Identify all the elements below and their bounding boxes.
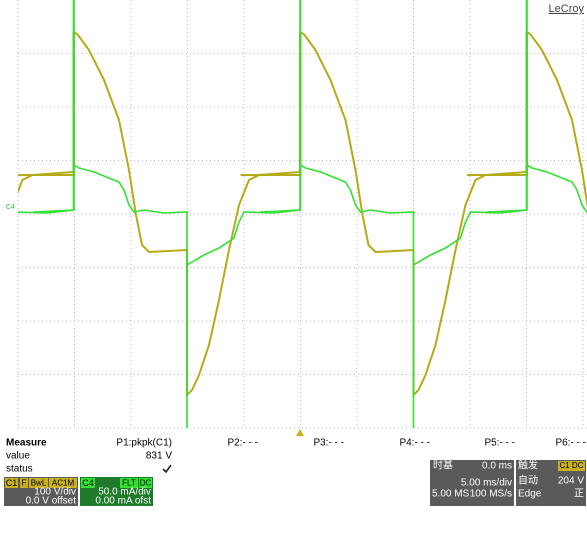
- channel-tag: F: [22, 479, 27, 488]
- status-check: [163, 465, 171, 472]
- timebase-delay: 0.0 ms: [482, 461, 512, 472]
- param-name[interactable]: P1:pkpk(C1): [116, 438, 172, 449]
- param-name[interactable]: P5:- - -: [484, 438, 515, 449]
- param-name[interactable]: P4:- - -: [399, 438, 430, 449]
- brand: LeCroy: [549, 3, 585, 15]
- trigger-title: 触发: [518, 459, 538, 472]
- channel-offset: 0.00 mA ofst: [95, 496, 151, 507]
- c4-marker: C4: [6, 204, 15, 211]
- timebase-rate: 100 MS/s: [470, 489, 512, 500]
- trigger-box[interactable]: 触发 C1 DC 自动 204 V Edge 正: [516, 459, 586, 506]
- c1-box[interactable]: C1 F BwL AC1M 100 V/div 0.0 V offset: [4, 477, 78, 507]
- trigger-type: Edge: [518, 489, 542, 500]
- row-label: value: [6, 451, 30, 462]
- channel-name: C4: [82, 478, 94, 488]
- trigger-marker: [296, 429, 304, 436]
- param-name[interactable]: P2:- - -: [227, 438, 258, 449]
- trigger-level: 204 V: [558, 476, 584, 487]
- timebase-title: 时基: [433, 459, 453, 472]
- page: C4 LeCroy Measure value status P1:pkpk(C…: [0, 0, 587, 533]
- trigger-mode: 自动: [518, 474, 538, 487]
- timebase-box[interactable]: 时基 0.0 ms 5.00 ms/div 5.00 MS 100 MS/s: [430, 459, 514, 506]
- measure-title: Measure: [6, 438, 47, 449]
- c4-box[interactable]: C4 FLT DC 50.0 mA/div 0.00 mA ofst: [80, 477, 153, 507]
- grid: [18, 0, 587, 428]
- param-name[interactable]: P3:- - -: [313, 438, 344, 449]
- timebase-scale: 5.00 ms/div: [461, 478, 512, 489]
- c1-trace: [14, 32, 300, 395]
- timebase-points: 5.00 MS: [432, 489, 470, 500]
- trigger-source: C1 DC: [559, 461, 583, 470]
- param-value: 831 V: [146, 451, 172, 462]
- channel-offset: 0.0 V offset: [26, 496, 77, 507]
- scope-screen: C4 LeCroy Measure value status P1:pkpk(C…: [0, 0, 587, 533]
- channel-name: C1: [6, 478, 18, 488]
- param-name[interactable]: P6:- - -: [555, 438, 586, 449]
- row-label: status: [6, 464, 33, 475]
- c1-trace: [241, 32, 527, 395]
- trigger-slope: 正: [574, 489, 584, 500]
